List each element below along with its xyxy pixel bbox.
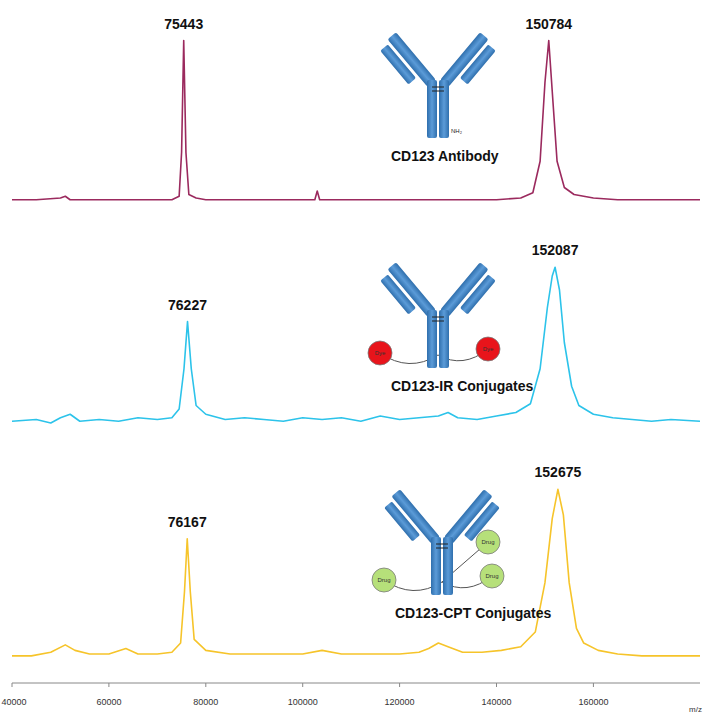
spectrum-line <box>12 41 700 200</box>
stem <box>443 537 453 595</box>
stem <box>439 80 449 138</box>
peak-label: 76167 <box>168 514 207 530</box>
x-tick <box>496 683 497 687</box>
disulfide <box>432 321 444 322</box>
icon-label: NH₂ <box>451 128 463 134</box>
light-chain <box>380 44 416 84</box>
payload <box>372 568 396 592</box>
peak-label: 150784 <box>525 16 572 32</box>
payload <box>476 337 500 361</box>
panel-label: CD123-IR Conjugates <box>391 378 534 394</box>
disulfide <box>432 317 444 318</box>
disulfide <box>436 544 448 545</box>
peak-label: 75443 <box>164 16 203 32</box>
antibody-icon: NH₂ <box>378 32 499 138</box>
payload <box>480 564 504 588</box>
stem <box>431 537 441 595</box>
antibody-icon: Drug Drug Drug <box>372 489 504 595</box>
light-chain <box>460 44 496 84</box>
stem <box>439 310 449 368</box>
disulfide <box>432 91 444 92</box>
x-tick <box>399 683 400 687</box>
x-tick <box>205 683 206 687</box>
icon-label: Drug <box>377 577 390 583</box>
x-tick-label: 40000 <box>1 697 26 707</box>
x-tick-label: 80000 <box>193 697 218 707</box>
x-tick-label: 100000 <box>288 697 318 707</box>
x-tick-label: 160000 <box>578 697 608 707</box>
icon-label: Drug <box>485 573 498 579</box>
peak-label: 152087 <box>532 242 579 258</box>
plot-area <box>12 267 700 423</box>
plot-area <box>12 489 700 656</box>
light-chain <box>384 501 420 541</box>
x-axis <box>12 683 700 684</box>
plot-area <box>12 41 700 200</box>
x-tick <box>302 683 303 687</box>
stem <box>427 310 437 368</box>
light-chain <box>380 274 416 314</box>
peak-label: 76227 <box>168 297 207 313</box>
panel-label: CD123-CPT Conjugates <box>395 605 552 621</box>
antibody-icon: Dye Dye <box>368 262 500 368</box>
x-tick-label: 120000 <box>385 697 415 707</box>
payload <box>368 341 392 365</box>
x-tick <box>593 683 594 687</box>
stem <box>427 80 437 138</box>
icon-label: Dye <box>375 350 386 356</box>
disulfide <box>436 548 448 549</box>
icon-label: Dye <box>483 346 494 352</box>
peak-label: 152675 <box>535 464 582 480</box>
figure: 75443 150784 NH₂ CD123 Antibody 76227 152087 D… <box>0 0 708 717</box>
icon-label: Drug <box>481 539 494 545</box>
x-tick-label: 140000 <box>481 697 511 707</box>
light-chain <box>460 274 496 314</box>
spectrum-line <box>12 489 700 656</box>
x-axis-label: m/z <box>689 705 702 714</box>
x-tick <box>108 683 109 687</box>
disulfide <box>432 87 444 88</box>
x-tick <box>12 683 13 687</box>
x-tick-label: 60000 <box>96 697 121 707</box>
payload <box>476 530 500 554</box>
spectrum-line <box>12 267 700 423</box>
panel-label: CD123 Antibody <box>391 148 499 164</box>
